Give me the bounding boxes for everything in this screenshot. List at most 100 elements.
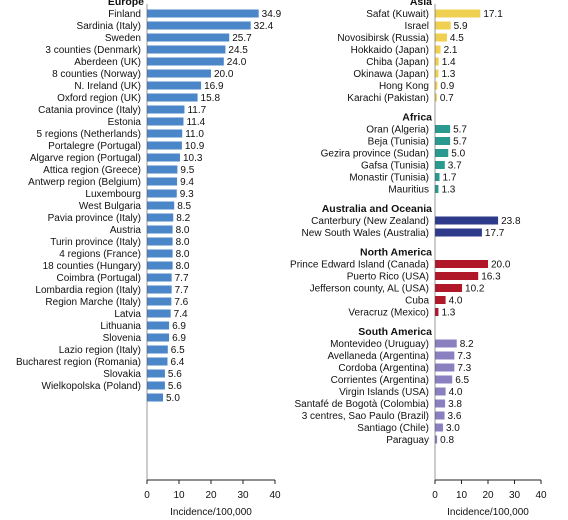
x-tick-label: 0	[432, 490, 438, 501]
value-label: 20.0	[214, 69, 234, 80]
category-label: Cuba	[405, 296, 429, 307]
category-label: Latvia	[114, 309, 141, 320]
bar	[435, 387, 446, 396]
bar	[435, 161, 445, 169]
category-label: Bucharest region (Romania)	[16, 357, 141, 368]
bar	[147, 249, 173, 258]
value-label: 1.3	[441, 69, 455, 80]
bar	[147, 225, 173, 234]
category-label: Attica region (Greece)	[43, 165, 141, 176]
category-label: 8 counties (Norway)	[52, 69, 141, 80]
value-label: 9.5	[180, 165, 194, 176]
bar	[435, 399, 446, 408]
bar	[147, 33, 230, 42]
category-label: N. Ireland (UK)	[74, 81, 141, 92]
bar	[147, 57, 224, 66]
x-tick-label: 10	[456, 490, 468, 501]
x-tick-label: 20	[205, 490, 217, 501]
bar	[435, 284, 463, 292]
value-label: 8.2	[176, 213, 190, 224]
value-label: 7.7	[175, 285, 189, 296]
bar	[435, 308, 439, 316]
bar	[435, 228, 482, 237]
bar	[435, 185, 439, 193]
value-label: 8.2	[460, 339, 474, 350]
value-label: 16.3	[481, 272, 501, 283]
x-tick-label: 20	[482, 490, 494, 501]
value-label: 7.3	[457, 351, 471, 362]
bar	[147, 69, 211, 78]
category-label: Portalegre (Portugal)	[48, 141, 141, 152]
category-label: Gezira province (Sudan)	[321, 149, 429, 160]
value-label: 6.4	[170, 357, 184, 368]
bar	[147, 105, 185, 114]
value-label: 4.0	[449, 387, 463, 398]
value-label: 2.1	[444, 45, 458, 56]
category-label: Cordoba (Argentina)	[338, 363, 429, 374]
bar	[147, 9, 259, 18]
category-label: 4 regions (France)	[59, 249, 141, 260]
value-label: 32.4	[254, 21, 274, 32]
category-label: Puerto Rico (USA)	[347, 272, 429, 283]
bar	[435, 296, 446, 304]
value-label: 8.0	[176, 261, 190, 272]
x-axis-label: Incidence/100,000	[447, 507, 529, 518]
bar	[435, 260, 488, 268]
category-label: Montevideo (Uruguay)	[330, 339, 429, 350]
x-axis-label: Incidence/100,000	[170, 507, 252, 518]
category-label: Oran (Algeria)	[366, 125, 429, 136]
x-tick-label: 30	[237, 490, 249, 501]
value-label: 10.9	[185, 141, 205, 152]
value-label: 5.0	[451, 149, 465, 160]
value-label: 11.0	[185, 129, 204, 140]
value-label: 5.0	[166, 393, 180, 404]
bar	[147, 45, 226, 54]
bar	[435, 45, 441, 54]
bar	[435, 423, 443, 432]
bar	[147, 201, 175, 210]
value-label: 5.7	[453, 125, 467, 136]
value-label: 10.2	[465, 284, 485, 295]
category-label: Veracruz (Mexico)	[348, 308, 429, 319]
value-label: 6.9	[172, 333, 186, 344]
category-label: Canterbury (New Zealand)	[311, 216, 429, 227]
group-header: Africa	[402, 112, 432, 124]
category-label: Israel	[405, 21, 429, 32]
x-tick-label: 40	[535, 490, 547, 501]
category-label: Corrientes (Argentina)	[331, 375, 429, 386]
bar	[147, 237, 173, 246]
bar	[435, 69, 439, 78]
category-label: Luxembourg	[85, 189, 141, 200]
category-label: Lombardia region (Italy)	[35, 285, 141, 296]
category-label: Okinawa (Japan)	[353, 69, 429, 80]
category-label: Prince Edward Island (Canada)	[290, 260, 429, 271]
bar	[435, 81, 438, 90]
category-label: 5 regions (Netherlands)	[37, 129, 142, 140]
value-label: 8.0	[176, 249, 190, 260]
bar	[147, 93, 198, 102]
category-label: Austria	[110, 225, 142, 236]
value-label: 16.9	[204, 81, 224, 92]
value-label: 25.7	[232, 33, 252, 44]
x-tick-label: 0	[144, 490, 150, 501]
bar	[435, 363, 455, 372]
value-label: 5.7	[453, 137, 467, 148]
category-label: Lithuania	[100, 321, 141, 332]
category-label: Hong Kong	[379, 81, 429, 92]
value-label: 7.3	[457, 363, 471, 374]
value-label: 3.6	[448, 411, 462, 422]
category-label: Gafsa (Tunisia)	[361, 161, 429, 172]
value-label: 8.0	[176, 225, 190, 236]
bar	[147, 357, 168, 366]
bar	[435, 125, 451, 133]
category-label: Chiba (Japan)	[366, 57, 429, 68]
category-label: Aberdeen (UK)	[74, 57, 141, 68]
bar	[435, 57, 439, 66]
category-label: Karachi (Pakistan)	[347, 93, 429, 104]
value-label: 20.0	[491, 260, 511, 271]
value-label: 0.9	[440, 81, 454, 92]
value-label: 11.7	[187, 105, 206, 116]
category-label: Coimbra (Portugal)	[57, 273, 141, 284]
value-label: 24.5	[228, 45, 248, 56]
bar	[435, 137, 451, 145]
